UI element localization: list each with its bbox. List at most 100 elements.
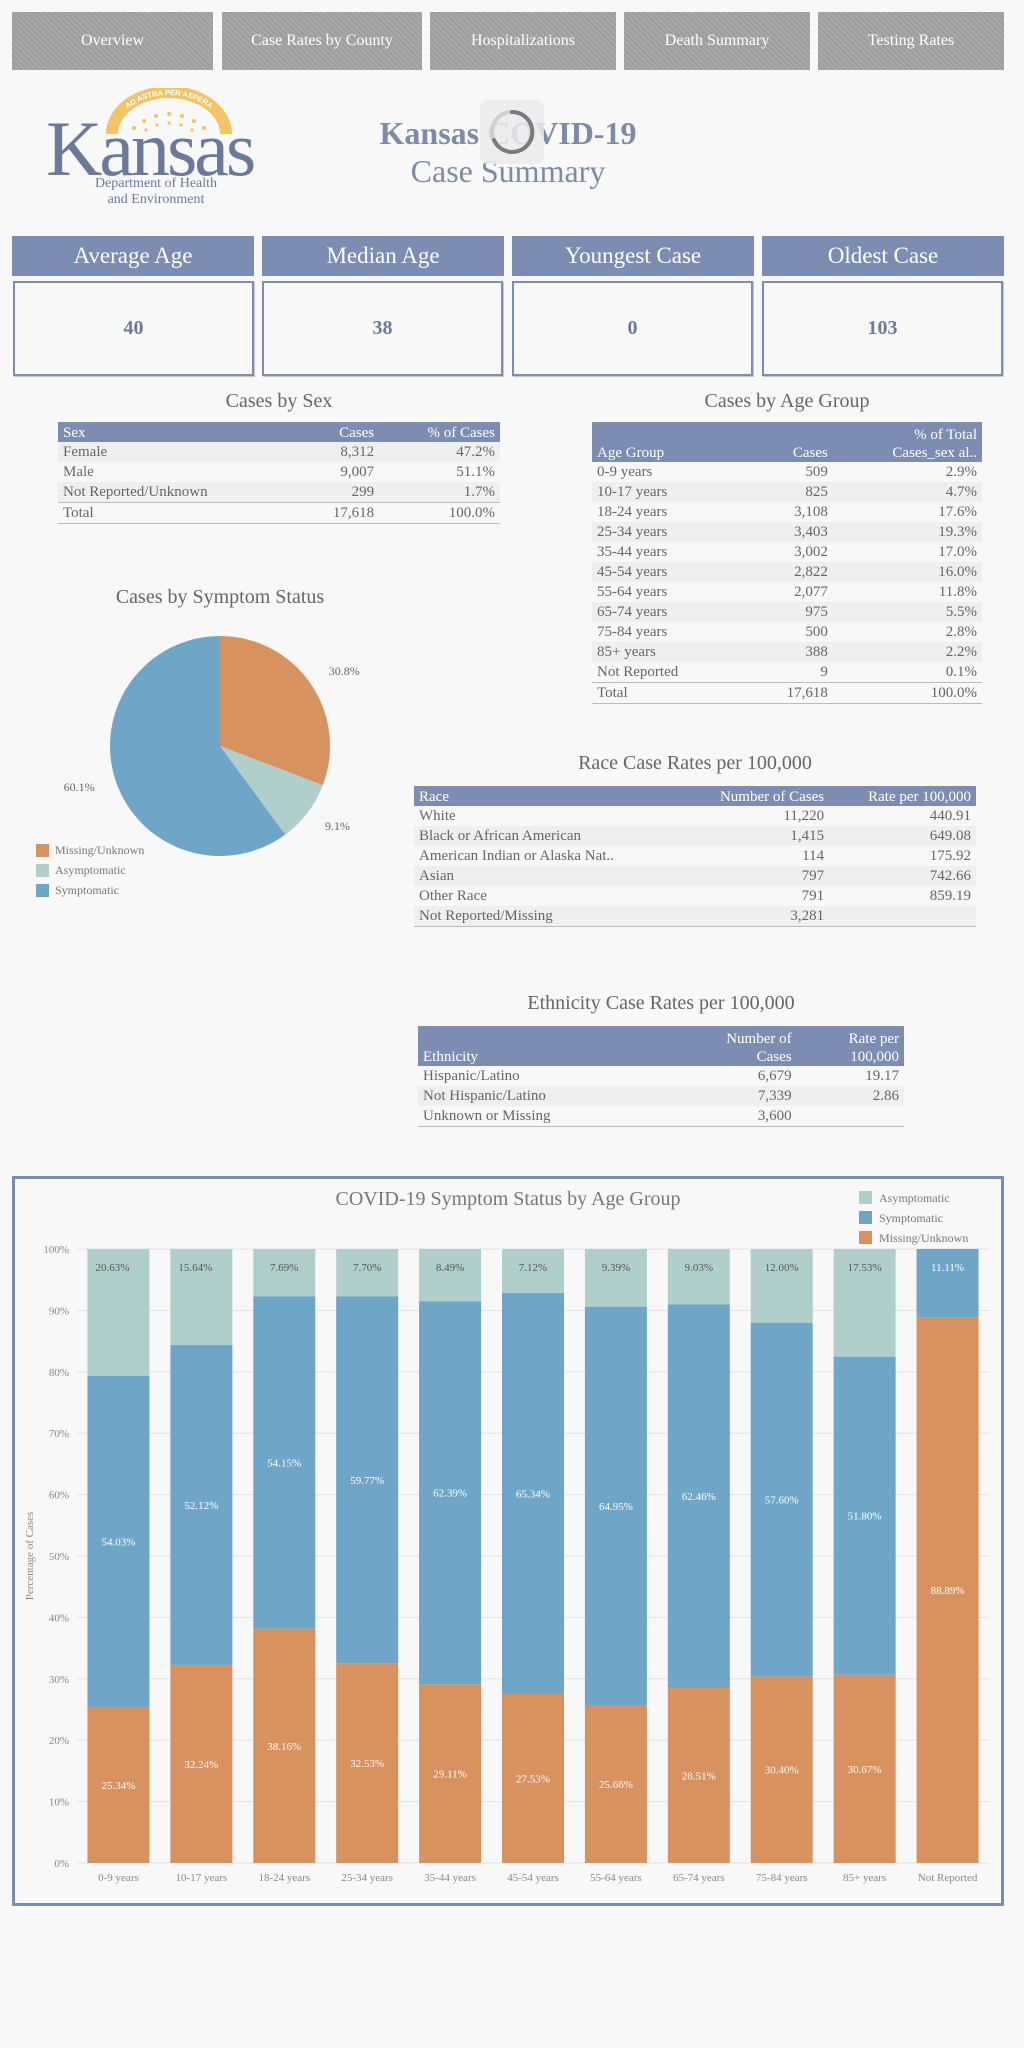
bar-segment: [336, 1663, 399, 1863]
bar-segment: [87, 1375, 150, 1708]
legend-swatch: [36, 883, 49, 897]
bar-data-label: 20.63%: [95, 1262, 129, 1274]
table-cell: 10-17 years: [592, 482, 752, 502]
table-cell: Not Reported: [597, 664, 679, 680]
bar-segment: [502, 1693, 564, 1863]
legend-item: Asymptomatic: [36, 860, 144, 880]
table-cell: 17.0%: [938, 544, 977, 560]
bar-data-label: 64.95%: [599, 1501, 633, 1513]
bar-segment: [336, 1249, 399, 1297]
sex-table: Sex Cases % of Cases Female 8,312 47.2% Ma…: [58, 422, 500, 524]
bar-segment: [502, 1249, 564, 1293]
table-cell: 2,077: [794, 584, 828, 600]
table-row: Unknown or Missing 3,600: [418, 1106, 904, 1127]
nav-overview[interactable]: Overview: [12, 12, 213, 70]
x-tick-label: 18-24 years: [258, 1872, 310, 1884]
col-header: % of Cases: [379, 422, 500, 442]
table-cell: 791: [801, 888, 825, 904]
age-table-header: Age Group Cases % of Total Cases_sex al.…: [592, 422, 982, 462]
table-cell: Unknown or Missing: [418, 1106, 663, 1127]
legend-swatch: [859, 1211, 872, 1224]
table-cell: 2.86: [796, 1086, 904, 1106]
bar-segment: [87, 1707, 150, 1863]
table-cell: 18-24 years: [597, 504, 668, 520]
table-row: Asian 797 742.66: [414, 866, 976, 886]
table-cell: 388: [752, 642, 833, 662]
bar-data-label: 52.12%: [184, 1500, 218, 1512]
table-cell: 47.2%: [379, 442, 500, 462]
bar-segment: [253, 1628, 316, 1863]
table-row: White 11,220 440.91: [414, 806, 976, 826]
bar-data-label: 32.53%: [350, 1758, 384, 1770]
x-tick-label: 35-44 years: [424, 1872, 476, 1884]
legend-swatch: [36, 863, 49, 877]
table-cell: 649.08: [829, 826, 976, 846]
table-cell: 299: [299, 482, 380, 503]
kpi-median-age-label: Median Age: [262, 236, 504, 276]
ethnicity-table-title: Ethnicity Case Rates per 100,000: [527, 992, 795, 1014]
nav-death-summary[interactable]: Death Summary: [624, 12, 810, 70]
bar-segment: [336, 1296, 399, 1664]
legend-swatch: [859, 1231, 872, 1244]
col-header: Rate per 100,000: [796, 1026, 904, 1066]
legend-label: Asymptomatic: [55, 862, 126, 877]
table-cell: 16.0%: [832, 562, 982, 582]
x-tick-label: 0-9 years: [98, 1872, 139, 1884]
table-cell: 19.17: [865, 1068, 899, 1084]
table-row: Not Hispanic/Latino 7,339 2.86: [418, 1086, 904, 1106]
bar-data-label: 62.39%: [433, 1488, 467, 1500]
bar-segment: [750, 1249, 813, 1323]
bar-segment: [584, 1249, 647, 1307]
table-cell: 2,822: [752, 562, 833, 582]
bar-segment: [419, 1684, 482, 1863]
legend-label: Missing/Unknown: [55, 842, 145, 857]
kpi-oldest-case-value: 103: [762, 281, 1003, 376]
x-tick-label: 45-54 years: [507, 1872, 559, 1884]
bar-data-label: 27.53%: [516, 1773, 550, 1785]
bar-data-label: 12.00%: [765, 1262, 799, 1274]
table-total-row: Total 17,618 100.0%: [58, 502, 500, 524]
y-tick-label: 60%: [49, 1490, 69, 1502]
table-cell: Black or African American: [414, 826, 681, 846]
table-cell: 3,403: [752, 522, 833, 542]
sunflower-arc-icon: AD ASTRA PER ASPERA: [106, 88, 232, 135]
bar-segment: [667, 1249, 730, 1305]
table-cell: 859.19: [929, 888, 971, 904]
table-cell: 45-54 years: [592, 562, 752, 582]
kdhe-logo: AD ASTRA PER ASPERA Kansas Department of…: [44, 88, 256, 213]
table-cell: 500: [805, 624, 828, 640]
col-header: Ethnicity: [418, 1026, 663, 1066]
symptom-by-age-chart: COVID-19 Symptom Status by Age Group 0% 10…: [12, 1176, 1004, 1906]
table-cell: 5.5%: [832, 602, 982, 622]
legend-item: Missing/Unknown: [36, 840, 144, 860]
bar-data-label: 7.69%: [270, 1262, 298, 1274]
pie-slice-label: 9.1%: [325, 819, 350, 833]
col-header-line2: Cases_sex al..: [892, 445, 977, 461]
y-tick-label: 90%: [49, 1305, 69, 1317]
table-row: Not Reported/Unknown 299 1.7%: [58, 482, 500, 503]
table-row: Not Reported 9 0.1%: [592, 662, 982, 683]
table-cell: 509: [805, 464, 828, 480]
table-row: 0-9 years 509 2.9%: [592, 462, 982, 482]
kpi-oldest-case-label: Oldest Case: [762, 236, 1004, 276]
col-header: Number of Cases: [680, 786, 830, 806]
bar-data-label: 59.77%: [350, 1475, 384, 1487]
col-header-line1: % of Total: [914, 427, 977, 443]
nav-case-rates-by-county[interactable]: Case Rates by County: [222, 12, 422, 70]
sex-table-header: Sex Cases % of Cases: [58, 422, 500, 442]
legend-label: Missing/Unknown: [879, 1231, 968, 1245]
kpi-median-age-value: 38: [262, 281, 503, 376]
table-cell: 2.2%: [832, 642, 982, 662]
y-tick-label: 100%: [43, 1244, 69, 1256]
table-cell: 51.1%: [456, 464, 495, 480]
table-cell: 742.66: [829, 866, 976, 886]
bar-segment: [170, 1249, 233, 1346]
table-cell: 100.0%: [379, 502, 500, 524]
table-cell: Total: [58, 502, 300, 524]
table-row: Not Reported/Missing 3,281: [414, 906, 976, 927]
nav-hospitalizations[interactable]: Hospitalizations: [430, 12, 616, 70]
nav-testing-rates[interactable]: Testing Rates: [818, 12, 1004, 70]
race-table-title: Race Case Rates per 100,000: [578, 752, 812, 774]
col-header-line2: 100,000: [850, 1049, 899, 1065]
table-cell: 114: [802, 848, 825, 864]
